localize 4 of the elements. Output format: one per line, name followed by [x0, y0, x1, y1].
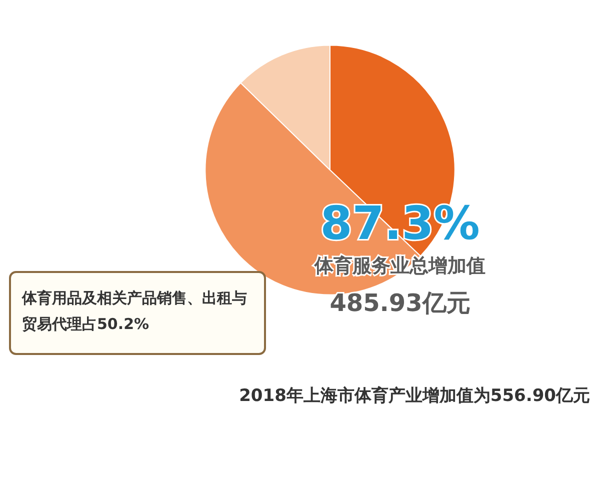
text: 体育用品及相关产品销售、出租与贸易代理占50.2% — [21, 289, 247, 333]
text: 2018年上海市体育产业增加值为556.90亿元 — [239, 385, 590, 406]
text: 485.93亿元 — [330, 289, 470, 317]
text: 体育服务业总增加值 — [314, 255, 486, 277]
